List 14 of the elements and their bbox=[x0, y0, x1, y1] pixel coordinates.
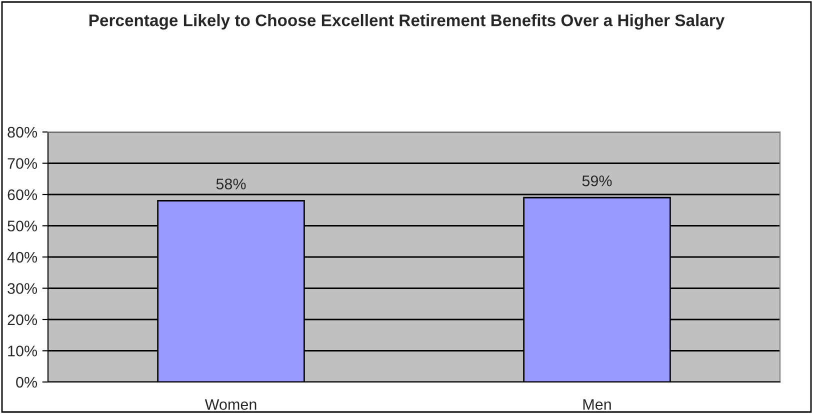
data-label: 59% bbox=[582, 175, 612, 186]
y-tick-label: 40% bbox=[7, 252, 38, 263]
y-tick-label: 20% bbox=[8, 314, 38, 326]
y-tick-label: 30% bbox=[8, 283, 38, 294]
data-label: 58% bbox=[216, 178, 246, 190]
x-tick-label: Men bbox=[583, 399, 611, 410]
chart-title: Percentage Likely to Choose Excellent Retirement Benefits Over a Higher Salary bbox=[89, 14, 725, 30]
y-tick-label: 50% bbox=[8, 220, 38, 232]
y-tick-label: 70% bbox=[8, 158, 38, 169]
y-tick-label: 80% bbox=[8, 126, 38, 138]
y-tick-label: 10% bbox=[8, 346, 38, 356]
y-tick-label: 60% bbox=[8, 189, 38, 200]
y-tick-label: 0% bbox=[16, 376, 38, 388]
x-tick-label: Women bbox=[204, 399, 256, 410]
